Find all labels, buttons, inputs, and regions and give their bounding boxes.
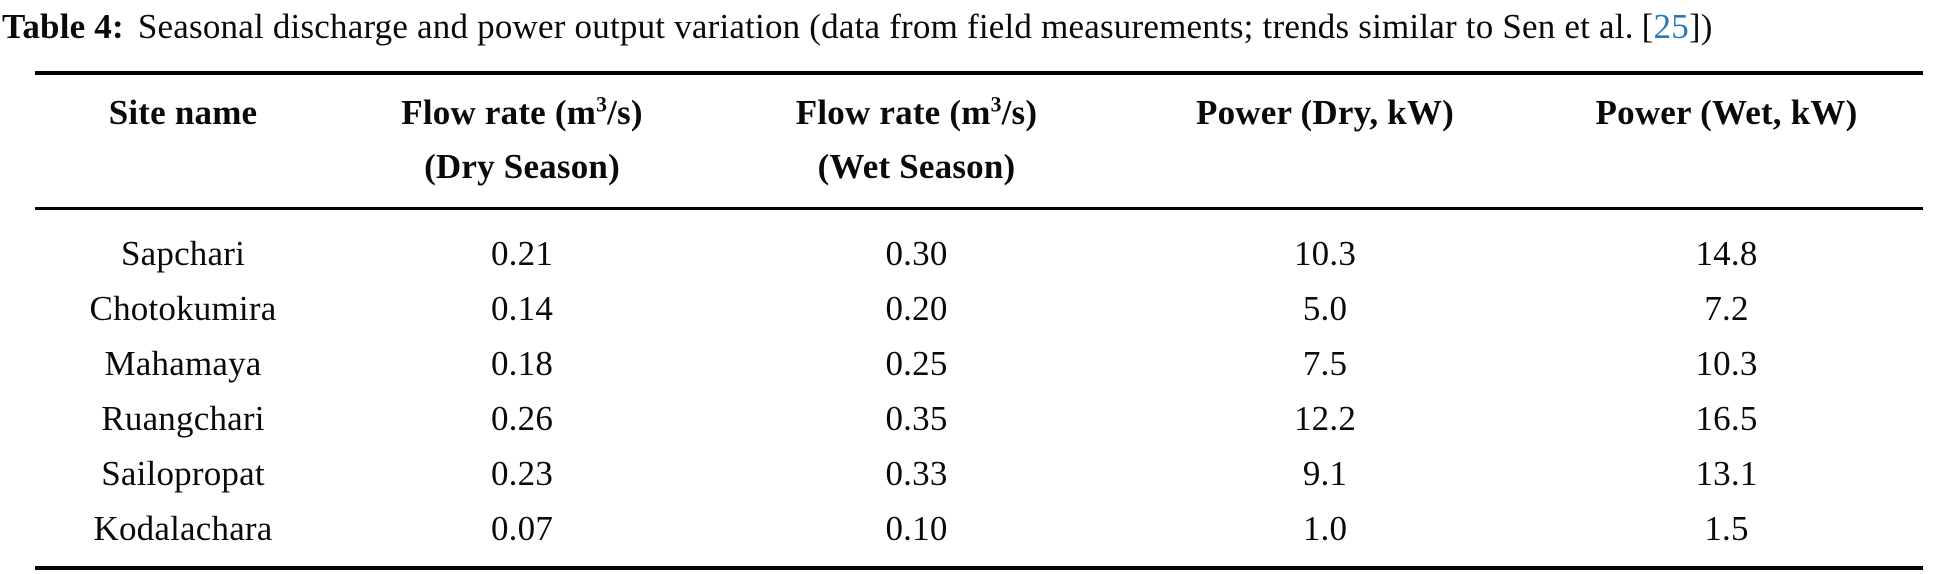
- superscript-3: 3: [990, 92, 1002, 117]
- table-row: Chotokumira 0.14 0.20 5.0 7.2: [35, 281, 1923, 336]
- cell-power-dry: 12.2: [1293, 399, 1357, 438]
- cell-flow-dry: 0.21: [490, 234, 554, 273]
- cell-flow-wet: 0.25: [885, 344, 948, 383]
- citation-bracket-close: ]): [1688, 7, 1713, 46]
- cell-site-name: Ruangchari: [101, 399, 265, 438]
- table-row: Ruangchari 0.26 0.35 12.2 16.5: [35, 391, 1923, 446]
- cell-flow-dry: 0.23: [490, 454, 554, 493]
- caption-label: Table 4:: [2, 7, 124, 46]
- cell-flow-wet: 0.35: [885, 399, 948, 438]
- cell-power-dry: 9.1: [1302, 454, 1348, 493]
- header-line1: Power (Wet, kW): [1595, 93, 1858, 132]
- cell-power-wet: 7.2: [1704, 289, 1749, 328]
- column-header-site-name: Site name: [35, 73, 331, 210]
- header-line1: Flow rate (m3/s): [401, 92, 643, 132]
- cell-flow-dry: 0.26: [490, 399, 554, 438]
- table-caption: Table 4: Seasonal discharge and power out…: [2, 4, 1952, 50]
- table-header-row: Site name Flow rate (m3/s) (Dry Season) …: [35, 73, 1923, 210]
- cell-site-name: Chotokumira: [89, 289, 277, 328]
- cell-site-name: Mahamaya: [104, 344, 262, 383]
- header-line1: Power (Dry, kW): [1196, 93, 1454, 132]
- cell-flow-dry: 0.18: [490, 344, 554, 383]
- table-row: Sapchari 0.21 0.30 10.3 14.8: [35, 209, 1923, 282]
- cell-flow-wet: 0.30: [885, 234, 948, 273]
- citation-link[interactable]: 25: [1653, 7, 1689, 46]
- cell-site-name: Sailopropat: [101, 454, 265, 493]
- column-header-flow-dry: Flow rate (m3/s) (Dry Season): [331, 73, 713, 210]
- cell-power-wet: 13.1: [1695, 454, 1758, 493]
- cell-flow-wet: 0.33: [885, 454, 948, 493]
- header-line1: Flow rate (m3/s): [795, 92, 1038, 132]
- cell-flow-wet: 0.10: [885, 509, 948, 548]
- cell-power-dry: 7.5: [1302, 344, 1348, 383]
- column-header-power-wet: Power (Wet, kW): [1530, 73, 1923, 210]
- data-table: Site name Flow rate (m3/s) (Dry Season) …: [35, 71, 1923, 570]
- cell-power-wet: 10.3: [1695, 344, 1758, 383]
- citation-bracket-open: [: [1641, 7, 1654, 46]
- superscript-3: 3: [596, 92, 608, 117]
- cell-site-name: Sapchari: [120, 234, 246, 273]
- cell-power-dry: 1.0: [1302, 509, 1348, 548]
- table-row: Kodalachara 0.07 0.10 1.0 1.5: [35, 501, 1923, 568]
- cell-power-dry: 5.0: [1302, 289, 1348, 328]
- cell-site-name: Kodalachara: [93, 509, 273, 548]
- cell-power-wet: 1.5: [1704, 509, 1749, 548]
- column-header-flow-wet: Flow rate (m3/s) (Wet Season): [713, 73, 1120, 210]
- table-row: Mahamaya 0.18 0.25 7.5 10.3: [35, 336, 1923, 391]
- column-header-power-dry: Power (Dry, kW): [1120, 73, 1530, 210]
- caption-text: Seasonal discharge and power output vari…: [137, 7, 1634, 46]
- table-row: Sailopropat 0.23 0.33 9.1 13.1: [35, 446, 1923, 501]
- header-line2: (Wet Season): [817, 147, 1016, 186]
- cell-flow-wet: 0.20: [885, 289, 948, 328]
- cell-power-wet: 14.8: [1695, 234, 1758, 273]
- cell-flow-dry: 0.07: [490, 509, 554, 548]
- cell-power-dry: 10.3: [1293, 234, 1357, 273]
- header-line1: Site name: [108, 93, 258, 132]
- cell-flow-dry: 0.14: [490, 289, 554, 328]
- cell-power-wet: 16.5: [1695, 399, 1758, 438]
- header-line2: (Dry Season): [424, 147, 620, 186]
